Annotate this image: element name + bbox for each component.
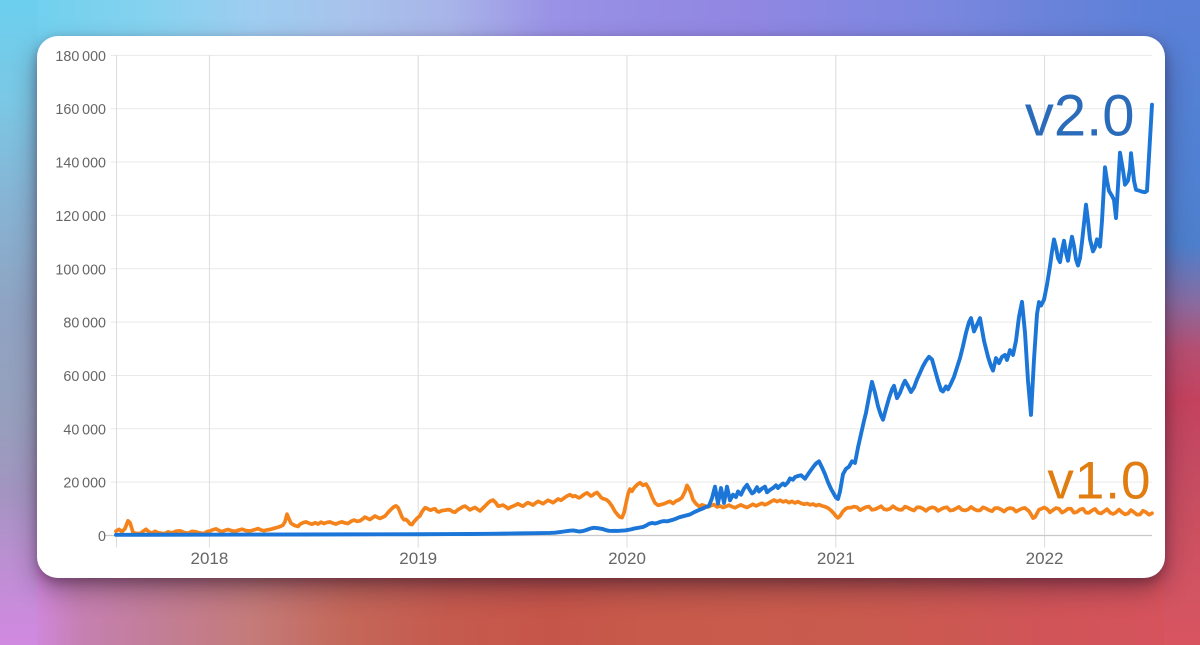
- svg-text:80 000: 80 000: [63, 316, 106, 332]
- svg-text:40 000: 40 000: [63, 422, 106, 438]
- svg-text:2019: 2019: [399, 549, 437, 568]
- svg-text:0: 0: [98, 529, 106, 545]
- svg-text:v2.0: v2.0: [1025, 84, 1135, 149]
- svg-text:180 000: 180 000: [55, 49, 106, 65]
- svg-text:2018: 2018: [190, 549, 228, 568]
- svg-text:2021: 2021: [817, 549, 855, 568]
- svg-text:140 000: 140 000: [55, 156, 106, 172]
- svg-text:2022: 2022: [1026, 549, 1064, 568]
- svg-text:160 000: 160 000: [55, 102, 106, 118]
- svg-text:2020: 2020: [608, 549, 646, 568]
- svg-text:60 000: 60 000: [63, 369, 106, 385]
- svg-text:100 000: 100 000: [55, 262, 106, 278]
- svg-text:120 000: 120 000: [55, 209, 106, 225]
- svg-text:v1.0: v1.0: [1047, 452, 1151, 511]
- svg-text:20 000: 20 000: [63, 476, 106, 492]
